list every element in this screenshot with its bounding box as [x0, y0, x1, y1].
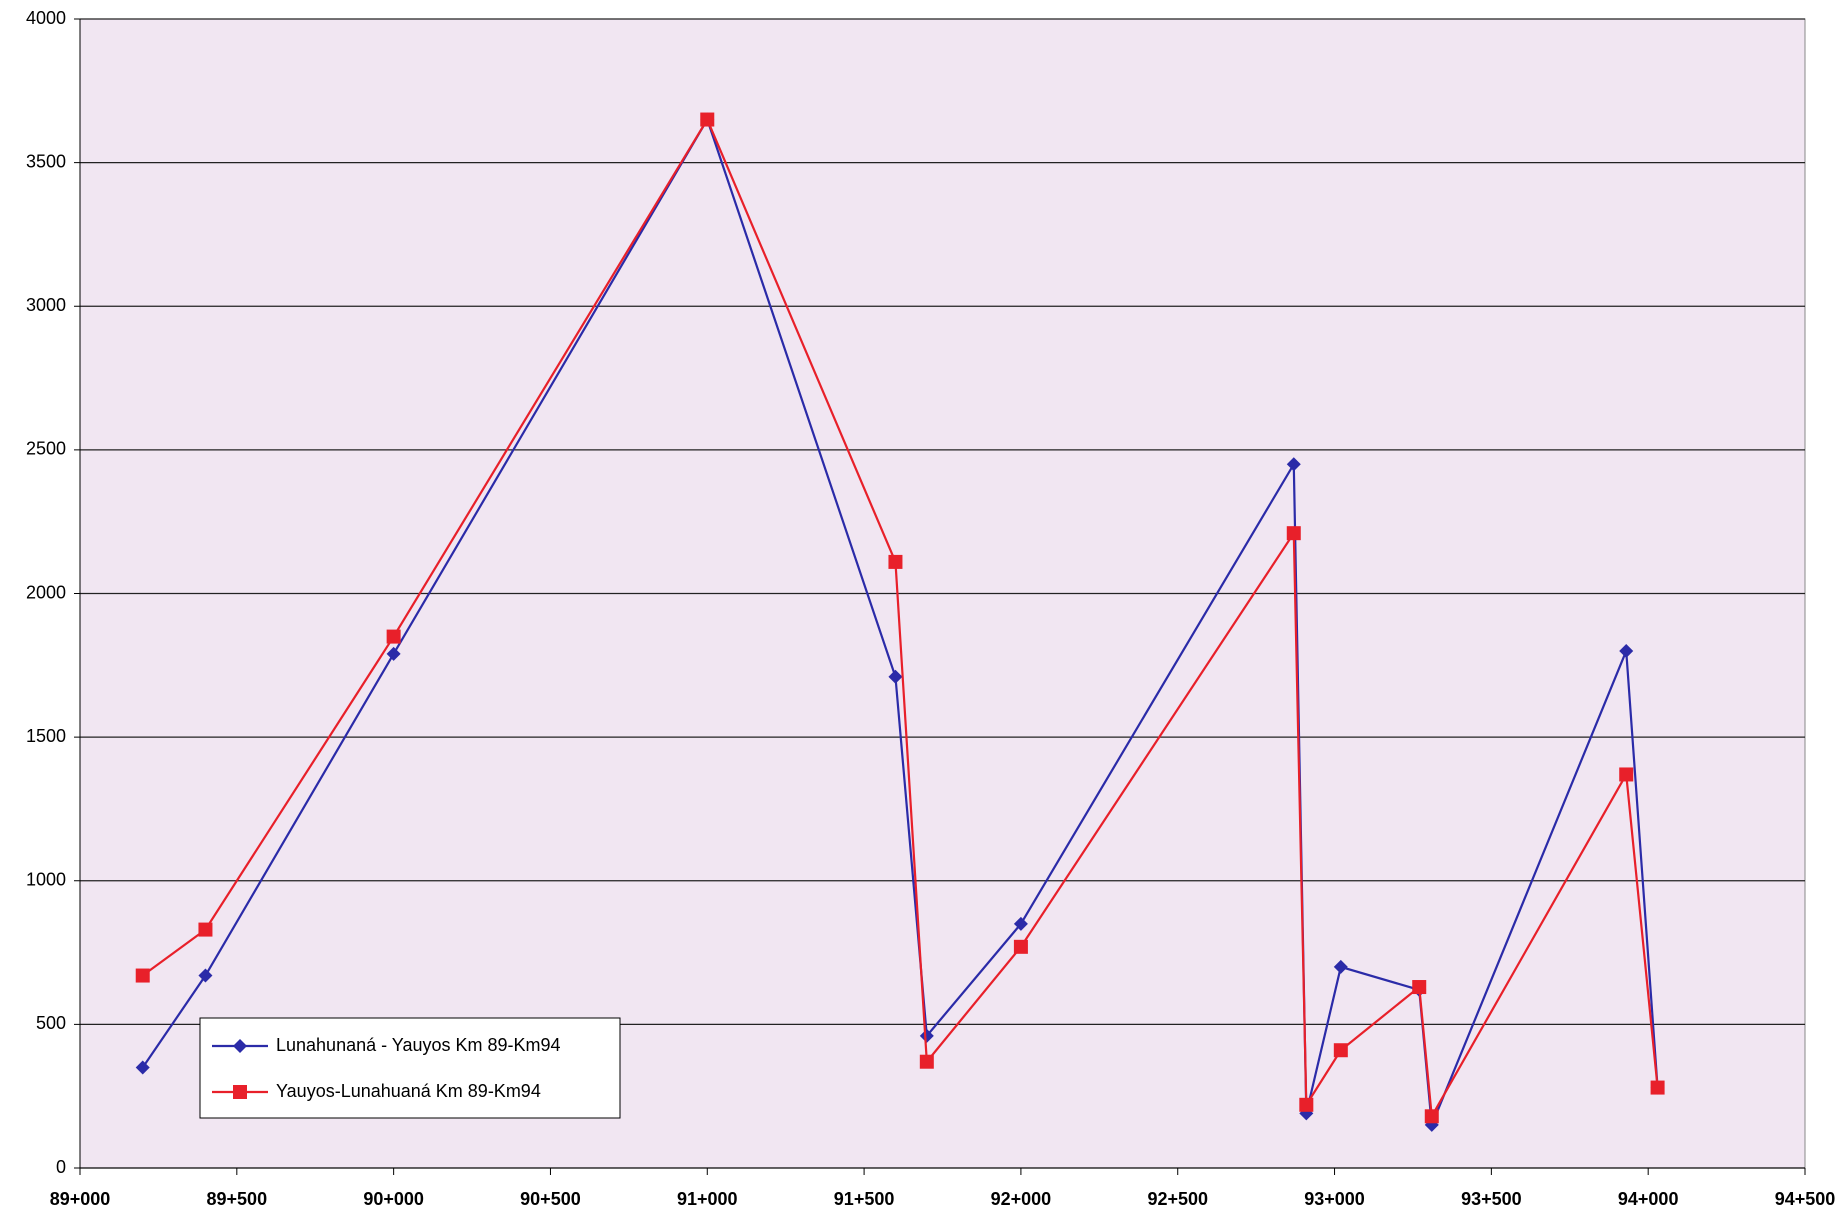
y-tick-label: 0	[56, 1157, 66, 1177]
legend: Lunahunaná - Yauyos Km 89-Km94 Yauyos-Lun…	[199, 1017, 621, 1119]
x-tick-label: 89+000	[50, 1189, 111, 1209]
point-marker	[919, 1054, 934, 1069]
legend-marker	[233, 1039, 247, 1053]
point-marker	[1412, 980, 1427, 995]
point-marker	[919, 1028, 934, 1043]
x-tick-label: 91+000	[677, 1189, 738, 1209]
y-tick-label: 500	[36, 1013, 66, 1033]
x-tick-label: 93+000	[1304, 1189, 1365, 1209]
point-marker	[700, 112, 715, 127]
y-tick-label: 1500	[26, 726, 66, 746]
point-marker	[888, 669, 903, 684]
point-marker	[1333, 959, 1348, 974]
point-marker	[386, 646, 401, 661]
point-marker	[135, 1060, 150, 1075]
point-marker	[198, 922, 213, 937]
x-tick-label: 92+000	[991, 1189, 1052, 1209]
point-marker	[1013, 939, 1028, 954]
point-marker	[1286, 457, 1301, 472]
x-tick-label: 91+500	[834, 1189, 895, 1209]
point-marker	[1299, 1097, 1314, 1112]
point-marker	[1424, 1109, 1439, 1124]
x-tick-label: 92+500	[1147, 1189, 1208, 1209]
point-marker	[1619, 643, 1634, 658]
point-marker	[1333, 1043, 1348, 1058]
y-tick-label: 3500	[26, 151, 66, 171]
series-line	[142, 117, 1659, 1120]
x-tick-label: 90+500	[520, 1189, 581, 1209]
y-tick-label: 2500	[26, 439, 66, 459]
point-marker	[1286, 526, 1301, 541]
legend-box	[199, 1017, 621, 1119]
point-marker	[888, 554, 903, 569]
x-tick-label: 89+500	[207, 1189, 268, 1209]
point-marker	[135, 968, 150, 983]
y-tick-label: 4000	[26, 8, 66, 28]
x-tick-label: 94+000	[1618, 1189, 1679, 1209]
point-marker	[386, 629, 401, 644]
x-tick-label: 90+000	[363, 1189, 424, 1209]
y-tick-label: 2000	[26, 582, 66, 602]
point-marker	[198, 968, 213, 983]
legend-label: Lunahunaná - Yauyos Km 89-Km94	[276, 1035, 561, 1055]
legend-marker	[233, 1085, 247, 1099]
x-tick-label: 93+500	[1461, 1189, 1522, 1209]
legend-label: Yauyos-Lunahuaná Km 89-Km94	[276, 1081, 541, 1101]
x-tick-label: 94+500	[1775, 1189, 1836, 1209]
point-marker	[1619, 767, 1634, 782]
point-marker	[1650, 1080, 1665, 1095]
y-tick-label: 3000	[26, 295, 66, 315]
y-tick-label: 1000	[26, 870, 66, 890]
point-marker	[1013, 916, 1028, 931]
